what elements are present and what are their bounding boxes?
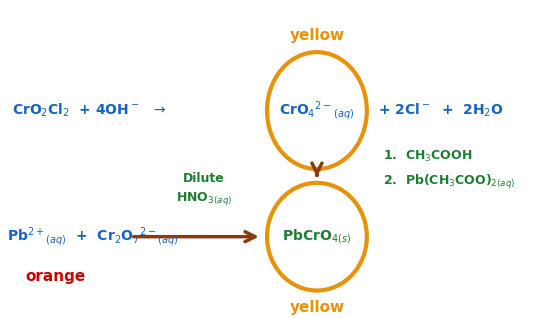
Ellipse shape	[267, 183, 367, 291]
Ellipse shape	[267, 52, 367, 169]
Text: Dilute
HNO$_{3(aq)}$: Dilute HNO$_{3(aq)}$	[175, 172, 232, 207]
Text: Pb$^{2+}$$_{(aq)}$  +  Cr$_2$O$_7$$^{2-}$$_{(aq)}$: Pb$^{2+}$$_{(aq)}$ + Cr$_2$O$_7$$^{2-}$$…	[7, 225, 179, 248]
Text: 1.  CH$_3$COOH
2.  Pb(CH$_3$COO)$_{2(aq)}$: 1. CH$_3$COOH 2. Pb(CH$_3$COO)$_{2(aq)}$	[383, 149, 515, 191]
Text: orange: orange	[25, 269, 85, 284]
Text: yellow: yellow	[289, 300, 344, 315]
Text: PbCrO$_{4(s)}$: PbCrO$_{4(s)}$	[283, 227, 351, 246]
Text: CrO$_4$$^{2-}$$_{(aq)}$: CrO$_4$$^{2-}$$_{(aq)}$	[279, 99, 355, 122]
Text: yellow: yellow	[289, 28, 344, 43]
Text: CrO$_2$Cl$_2$  + 4OH$^-$  $\rightarrow$: CrO$_2$Cl$_2$ + 4OH$^-$ $\rightarrow$	[12, 102, 166, 119]
Text: + 2Cl$^-$  +  2H$_2$O: + 2Cl$^-$ + 2H$_2$O	[378, 102, 503, 119]
